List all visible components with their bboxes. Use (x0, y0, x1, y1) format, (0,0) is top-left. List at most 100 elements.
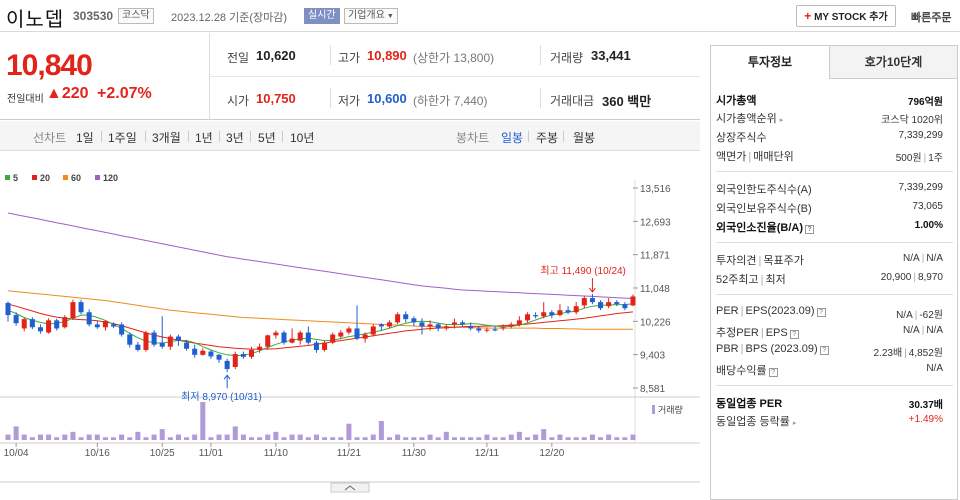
candle-body (46, 320, 52, 333)
volume-bar (541, 429, 547, 440)
volume-bar (484, 434, 490, 440)
info-icon: ? (768, 368, 778, 377)
volume-legend-label: 거래량 (658, 404, 683, 415)
period-3m[interactable]: 3개월 (152, 131, 181, 145)
volume-bar (240, 434, 246, 440)
volume-legend-swatch (652, 405, 655, 414)
chevron-up-icon (344, 485, 356, 491)
par-value-label: 액면가 | 매매단위 (716, 151, 794, 163)
candle-body (159, 342, 165, 347)
candle-monthly[interactable]: 월봉 (573, 131, 596, 145)
pbr-value: 2.23배 | 4,852원 (873, 348, 943, 359)
volume-bar (614, 437, 620, 440)
candle-body (281, 332, 287, 343)
volume-bar (232, 426, 238, 440)
candle-body (273, 332, 279, 336)
candle-body (119, 324, 125, 335)
foreign-limit-value: 7,339,299 (898, 182, 944, 193)
tab-investment-info[interactable]: 투자정보 (711, 46, 830, 79)
period-5y[interactable]: 5년 (258, 131, 276, 145)
volume-bar (598, 437, 604, 440)
market-cap-rank-value: 코스닥 1020위 (881, 115, 943, 126)
volume-bar (29, 437, 35, 440)
candle-body (330, 334, 336, 343)
candle-body (62, 317, 68, 328)
volume-value: 33,441 (591, 48, 631, 63)
amount-value: 360 백만 (602, 94, 652, 109)
price-chart: 5 20 60 120 13,516 12,693 11,871 11,048 10,2… (0, 152, 700, 500)
volume-bar (403, 437, 409, 440)
volume-bar (557, 434, 563, 440)
candle-body (70, 302, 76, 319)
candle-body (460, 322, 466, 325)
volume-bar (370, 434, 376, 440)
info-icon: ? (805, 225, 814, 234)
volume-bar (451, 437, 457, 440)
candle-body (565, 310, 571, 313)
candle-body (192, 348, 198, 355)
candlestick-chart[interactable]: 13,516 12,693 11,871 11,048 10,226 9,403 8,581… (0, 152, 700, 500)
candle-body (508, 324, 514, 327)
volume-bar (21, 434, 27, 440)
candle-body (102, 321, 108, 328)
candle-chart-label: 봉차트 (456, 131, 490, 145)
period-10y[interactable]: 10년 (290, 131, 315, 145)
period-1d[interactable]: 1일 (76, 131, 94, 145)
candle-body (322, 342, 328, 350)
candle-body (111, 324, 117, 327)
company-overview-dropdown[interactable]: 기업개요 ▼ (344, 8, 398, 24)
volume-bar (289, 434, 295, 440)
candle-daily[interactable]: 일봉 (501, 131, 524, 145)
period-1w[interactable]: 1주일 (108, 131, 137, 145)
price-change: ▲220 (46, 85, 89, 103)
dividend-value: N/A (926, 363, 943, 374)
period-3y[interactable]: 3년 (226, 131, 244, 145)
period-1y[interactable]: 1년 (195, 131, 213, 145)
base-date: 2023.12.28 기준(장마감) (171, 12, 288, 24)
candle-body (29, 319, 35, 328)
candle-weekly[interactable]: 주봉 (536, 131, 559, 145)
w52-label: 52주최고 | 최저 (716, 274, 786, 286)
y-tick-label: 9,403 (640, 351, 665, 362)
investment-info-panel: 투자정보 호가10단계 시가총액 796억원 시가총액순위 ▸ 코스닥 1020위… (710, 45, 958, 500)
candle-body (184, 342, 190, 349)
high-annotation: 최고 11,490 (10/24) (540, 265, 626, 277)
candle-body (86, 312, 92, 325)
candle-body (297, 332, 303, 341)
volume-bar (62, 434, 68, 440)
candle-body (516, 320, 522, 325)
caret-right-icon: ▸ (779, 117, 784, 124)
est-per-value: N/A | N/A (903, 325, 943, 336)
volume-bar (102, 437, 108, 440)
line-chart-label: 선차트 (33, 131, 67, 145)
candle-body (313, 342, 319, 350)
volume-bar (330, 437, 336, 440)
realtime-badge[interactable]: 실시간 (304, 8, 340, 24)
divider (716, 294, 953, 295)
per-value: N/A | -62원 (896, 310, 943, 321)
volume-bar (338, 437, 344, 440)
candle-body (5, 302, 11, 316)
add-my-stock-button[interactable]: + MY STOCK 추가 (796, 5, 896, 27)
candle-body (443, 326, 449, 329)
stock-name: 이노뎁 (6, 9, 65, 31)
caret-right-icon: ▸ (792, 420, 797, 427)
market-cap-rank-label: 시가총액순위 ▸ (716, 113, 784, 125)
market-cap-label: 시가총액 (716, 95, 757, 107)
candle-body (484, 329, 490, 331)
tab-orderbook[interactable]: 호가10단계 (830, 46, 957, 79)
volume-bar (565, 437, 571, 440)
w52-value: 20,900 | 8,970 (880, 272, 943, 283)
upper-limit: (상한가 13,800) (413, 51, 495, 65)
chart-collapse-button[interactable] (330, 482, 370, 493)
volume-bar (549, 437, 555, 440)
volume-bar (119, 434, 125, 440)
candle-body (248, 349, 255, 357)
fast-order-link[interactable]: 빠른주문 (911, 12, 952, 24)
x-tick-label: 10/04 (4, 448, 29, 459)
volume-bar (70, 431, 76, 440)
candle-body (533, 315, 539, 317)
volume-bar (443, 431, 449, 440)
candle-body (581, 298, 587, 306)
prev-close-label: 전일 (227, 51, 250, 65)
